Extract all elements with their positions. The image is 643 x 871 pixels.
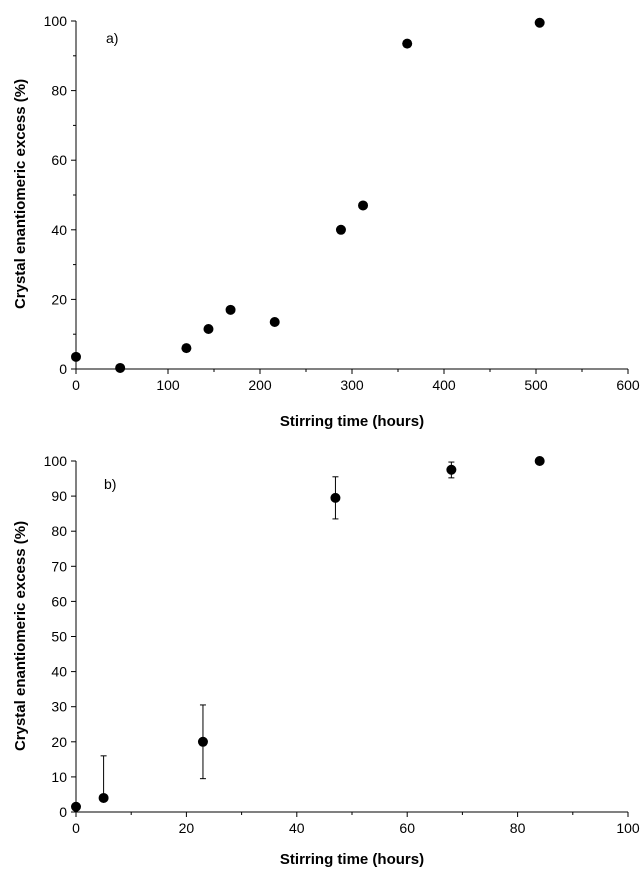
chart-a-x-axis-title: Stirring time (hours) bbox=[280, 413, 424, 430]
chart-a-x-tick-label: 400 bbox=[432, 377, 456, 393]
chart-b-x-tick-label: 0 bbox=[72, 820, 80, 836]
chart-a-y-tick-label: 60 bbox=[51, 152, 67, 168]
chart-a-data-point bbox=[358, 200, 369, 211]
chart-b-error-bars bbox=[100, 461, 455, 799]
chart-b-y-tick-label: 0 bbox=[59, 804, 67, 820]
chart-a-y-tick-label: 0 bbox=[59, 361, 67, 377]
chart-b-data-point bbox=[534, 456, 545, 466]
chart-a-x-tick-label: 500 bbox=[524, 377, 548, 393]
chart-a-y-tick-label: 40 bbox=[51, 222, 67, 238]
chart-a-data-point bbox=[402, 38, 413, 49]
chart-a-data-point bbox=[335, 224, 346, 235]
chart-b-panel-label: b) bbox=[104, 476, 116, 492]
chart-a-x-tick-label: 300 bbox=[340, 377, 364, 393]
chart-panel-b: 0 10 20 30 40 50 60 70 80 90 100 0 20 40 60 80 100 b) S… bbox=[12, 453, 640, 868]
chart-a-points bbox=[71, 17, 545, 373]
chart-a-x-tick-label: 0 bbox=[72, 377, 80, 393]
chart-b-y-tick-label: 30 bbox=[51, 699, 67, 715]
chart-b-y-tick-label: 40 bbox=[51, 664, 67, 680]
chart-b-data-point bbox=[330, 492, 341, 503]
chart-b-x-tick-label: 20 bbox=[179, 820, 195, 836]
chart-panel-a: 0 20 40 60 80 100 0 100 200 300 400 500 600 a) Stir… bbox=[12, 13, 640, 430]
chart-a-axes bbox=[75, 21, 628, 370]
chart-b-x-tick-label: 100 bbox=[616, 820, 640, 836]
chart-a-data-point bbox=[71, 351, 81, 362]
chart-a-x-ticks: 0 100 200 300 400 500 600 bbox=[72, 369, 640, 393]
chart-b-x-tick-label: 60 bbox=[399, 820, 415, 836]
chart-a-data-point bbox=[534, 17, 545, 28]
chart-b-y-tick-label: 70 bbox=[51, 558, 67, 574]
chart-a-data-point bbox=[203, 323, 214, 334]
chart-b-y-tick-label: 10 bbox=[51, 769, 67, 785]
chart-b-x-ticks: 0 20 40 60 80 100 bbox=[72, 812, 640, 836]
chart-b-points bbox=[71, 456, 545, 812]
chart-a-data-point bbox=[225, 304, 236, 315]
chart-b-y-tick-label: 60 bbox=[51, 593, 67, 609]
chart-b-data-point bbox=[71, 801, 81, 812]
chart-a-y-tick-label: 80 bbox=[51, 83, 67, 99]
chart-a-panel-label: a) bbox=[106, 30, 118, 46]
chart-a-x-tick-label: 100 bbox=[156, 377, 180, 393]
chart-a-data-point bbox=[269, 317, 280, 328]
chart-a-x-tick-label: 200 bbox=[248, 377, 272, 393]
chart-a-y-ticks: 0 20 40 60 80 100 bbox=[44, 13, 76, 377]
chart-b-x-axis-title: Stirring time (hours) bbox=[280, 851, 424, 868]
chart-b-x-tick-label: 80 bbox=[510, 820, 526, 836]
chart-b-data-point bbox=[98, 792, 109, 803]
chart-b-y-tick-label: 20 bbox=[51, 734, 67, 750]
chart-b-data-point bbox=[197, 736, 208, 747]
chart-b-y-tick-label: 100 bbox=[44, 453, 68, 469]
chart-b-y-ticks: 0 10 20 30 40 50 60 70 80 90 100 bbox=[44, 453, 76, 820]
chart-b-y-tick-label: 90 bbox=[51, 488, 67, 504]
chart-b-axes bbox=[75, 461, 628, 813]
chart-b-y-axis-title: Crystal enantiomeric excess (%) bbox=[12, 521, 29, 751]
chart-a-y-tick-label: 20 bbox=[51, 291, 67, 307]
chart-b-y-tick-label: 50 bbox=[51, 629, 67, 645]
chart-a-y-tick-label: 100 bbox=[44, 13, 68, 29]
chart-a-y-axis-title: Crystal enantiomeric excess (%) bbox=[12, 79, 29, 309]
chart-b-y-tick-label: 80 bbox=[51, 523, 67, 539]
chart-b-x-tick-label: 40 bbox=[289, 820, 305, 836]
chart-a-data-point bbox=[181, 343, 192, 354]
chart-b-data-point bbox=[446, 464, 457, 475]
chart-a-x-tick-label: 600 bbox=[616, 377, 640, 393]
chart-a-data-point bbox=[115, 362, 126, 373]
